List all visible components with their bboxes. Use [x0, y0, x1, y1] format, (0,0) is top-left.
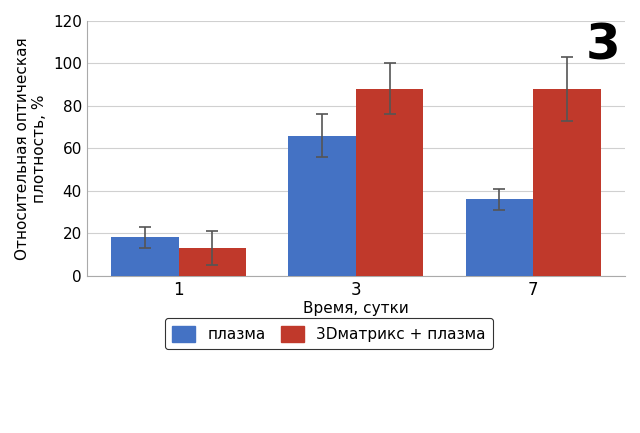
Bar — [356, 89, 423, 276]
Bar — [289, 136, 356, 276]
X-axis label: Время, сутки: Время, сутки — [303, 301, 409, 316]
Bar — [111, 237, 179, 276]
Bar — [179, 248, 246, 276]
Legend: плазма, 3Dматрикс + плазма: плазма, 3Dматрикс + плазма — [164, 318, 493, 349]
Text: 3: 3 — [586, 22, 621, 70]
Bar — [466, 199, 533, 276]
Y-axis label: Относительная оптическая
плотность, %: Относительная оптическая плотность, % — [15, 37, 47, 260]
Bar — [533, 89, 600, 276]
